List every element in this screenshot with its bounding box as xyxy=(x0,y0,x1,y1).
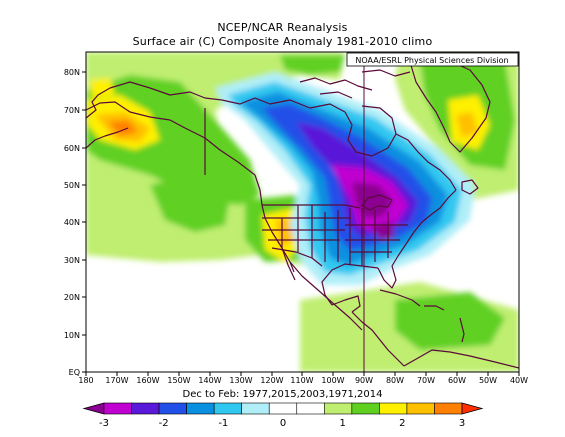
lat-tick-label: 50N xyxy=(64,181,80,190)
colorbar-cell xyxy=(241,402,270,415)
colorbar-cell xyxy=(103,402,132,415)
anomaly-red-alaska xyxy=(108,120,138,136)
coast-hudson-bay xyxy=(344,105,397,157)
colorbar-tick-label: 0 xyxy=(280,418,286,429)
anomaly-green-arctic xyxy=(280,55,345,75)
colorbar: -3 -2 -1 0 1 2 3 xyxy=(82,402,484,429)
credit-text: NOAA/ESRL Physical Sciences Division xyxy=(355,56,508,65)
lat-tick-label: 40N xyxy=(64,218,80,227)
great-lakes xyxy=(361,194,393,211)
colorbar-cell xyxy=(213,402,242,415)
lon-tick-label: 50W xyxy=(479,376,497,385)
colorbar-tick-label: -1 xyxy=(218,418,228,429)
map-subtitle: Surface air (C) Composite Anomaly 1981-2… xyxy=(132,35,433,48)
lon-tick-label: 160W xyxy=(136,376,159,385)
colorbar-tick-label: 1 xyxy=(339,418,345,429)
coast-central-america xyxy=(351,311,405,367)
lat-tick-label: 80N xyxy=(64,68,80,77)
coast-hispaniola xyxy=(424,305,445,311)
composite-period-label: Dec to Feb: 1977,2015,2003,1971,2014 xyxy=(182,389,383,400)
coast-alaska-pacific xyxy=(86,101,256,176)
credit-box: NOAA/ESRL Physical Sciences Division xyxy=(346,52,519,67)
colorbar-cell xyxy=(268,402,298,415)
colorbar-tick-label: 3 xyxy=(459,418,465,429)
lon-tick-label: 100W xyxy=(321,376,344,385)
coast-aleutians xyxy=(86,127,129,149)
colorbar-max-arrow xyxy=(461,402,484,415)
anomaly-purple-dark-2 xyxy=(372,222,395,240)
colorbar-tick-label: 2 xyxy=(399,418,405,429)
lon-axis: 180 170W 160W 150W 140W 130W 120W 110W 1… xyxy=(78,372,528,385)
lat-tick-label: 60N xyxy=(64,144,80,153)
coast-baja xyxy=(281,247,296,281)
anomaly-green-caribbean xyxy=(395,292,505,350)
lon-tick-label: 120W xyxy=(260,376,283,385)
colorbar-cell xyxy=(379,402,408,415)
coast-yucatan xyxy=(331,295,361,313)
anomaly-yellow-arctic xyxy=(90,78,115,98)
coast-florida xyxy=(377,265,397,289)
lon-tick-label: 60W xyxy=(448,376,466,385)
lon-tick-label: 90W xyxy=(355,376,373,385)
coast-labrador xyxy=(395,133,457,191)
coast-canada-arctic xyxy=(221,97,346,113)
lat-axis: 80N 70N 60N 50N 40N 30N 20N 10N EQ xyxy=(64,68,86,377)
lon-tick-label: 170W xyxy=(105,376,128,385)
lat-tick-label: 30N xyxy=(64,256,80,265)
anomaly-green-pacific-lobe xyxy=(150,175,230,232)
colorbar-tick-label: -3 xyxy=(99,418,109,429)
coast-south-america xyxy=(403,349,519,369)
coastlines xyxy=(86,57,519,369)
border-us-mexico xyxy=(271,247,323,267)
lon-tick-label: 140W xyxy=(198,376,221,385)
colorbar-min-arrow xyxy=(82,402,105,415)
lat-tick-label: 70N xyxy=(64,106,80,115)
coast-alaska-west xyxy=(86,87,111,119)
colorbar-tick-label: -2 xyxy=(159,418,169,429)
coast-pacific-northwest xyxy=(254,174,363,331)
colorbar-cell xyxy=(158,402,187,415)
colorbar-cell xyxy=(406,402,435,415)
anomaly-field xyxy=(86,52,519,372)
lon-tick-label: 180 xyxy=(78,376,93,385)
lon-tick-label: 150W xyxy=(167,376,190,385)
anomaly-orange-greenland xyxy=(456,112,478,138)
colorbar-cell xyxy=(131,402,160,415)
colorbar-cell xyxy=(351,402,380,415)
coast-cuba xyxy=(379,289,421,307)
state-lines xyxy=(262,205,408,266)
map-title: NCEP/NCAR Reanalysis xyxy=(217,21,348,34)
lat-tick-label: EQ xyxy=(69,368,80,377)
coast-newfoundland xyxy=(461,179,479,195)
colorbar-cell xyxy=(186,402,215,415)
lon-tick-label: 130W xyxy=(229,376,252,385)
coast-lesser-antilles xyxy=(459,317,465,343)
coast-alaska-arctic xyxy=(109,81,223,101)
lat-tick-label: 10N xyxy=(64,331,80,340)
colorbar-cell xyxy=(434,402,463,415)
lat-tick-label: 20N xyxy=(64,293,80,302)
colorbar-cell xyxy=(324,402,353,415)
lon-tick-label: 70W xyxy=(417,376,435,385)
coast-east xyxy=(391,189,457,267)
lon-tick-label: 80W xyxy=(386,376,404,385)
colorbar-cell xyxy=(296,402,325,415)
lon-tick-label: 110W xyxy=(290,376,313,385)
lon-tick-label: 40W xyxy=(510,376,528,385)
border-us-canada xyxy=(262,204,361,209)
coast-arctic-islands xyxy=(299,69,411,99)
